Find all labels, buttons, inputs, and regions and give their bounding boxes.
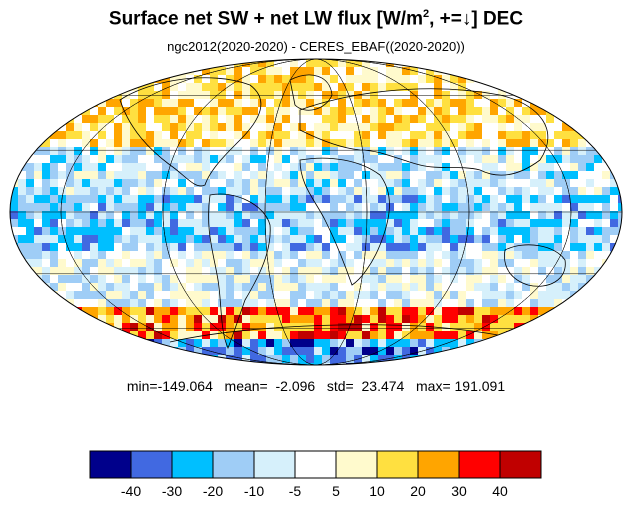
colorbar-label: -5 bbox=[289, 483, 302, 499]
colorbar-label: -20 bbox=[203, 483, 223, 499]
title-tail: , +=↓] DEC bbox=[429, 8, 524, 30]
colorbar-label: -10 bbox=[244, 483, 264, 499]
meridian-line bbox=[60, 59, 572, 365]
meridian-line bbox=[162, 59, 470, 365]
meridian-line bbox=[264, 59, 368, 365]
graticule bbox=[10, 59, 622, 365]
colorbar-swatch bbox=[458, 450, 501, 479]
map-outline bbox=[9, 58, 623, 366]
colorbar-label: 40 bbox=[492, 483, 508, 499]
colorbar-label: 5 bbox=[332, 483, 340, 499]
mollweide-map bbox=[9, 58, 623, 366]
statistics-line: min=-149.064 mean= -2.096 std= 23.474 ma… bbox=[126, 378, 506, 394]
colorbar-swatch bbox=[417, 450, 460, 479]
map-title: Surface net SW + net LW flux [W/m2, +=↓]… bbox=[0, 8, 632, 30]
map-subtitle: ngc2012(2020-2020) - CERES_EBAF((2020-20… bbox=[167, 39, 465, 54]
colorbar-label: 10 bbox=[369, 483, 385, 499]
coastline-greenland bbox=[289, 74, 333, 111]
colorbar-swatch bbox=[130, 450, 173, 479]
colorbar-swatch bbox=[212, 450, 255, 479]
colorbar-swatch bbox=[499, 450, 542, 479]
title-superscript: 2 bbox=[422, 8, 430, 20]
colorbar-label: 20 bbox=[410, 483, 426, 499]
colorbar-label: 30 bbox=[451, 483, 467, 499]
colorbar-label: -40 bbox=[121, 483, 141, 499]
colorbar-swatch bbox=[253, 450, 296, 479]
coastline-south-america bbox=[208, 193, 271, 350]
colorbar-swatch bbox=[376, 450, 419, 479]
title-text: Surface net SW + net LW flux [W/m bbox=[108, 8, 423, 30]
colorbar-swatch bbox=[294, 450, 337, 479]
coastline-australia bbox=[504, 244, 566, 287]
colorbar-swatch bbox=[335, 450, 378, 479]
colorbar-swatch bbox=[89, 450, 132, 479]
coastline-north-america bbox=[119, 77, 262, 187]
coastline-africa bbox=[299, 157, 390, 286]
colorbar-label: -30 bbox=[162, 483, 182, 499]
colorbar-swatch bbox=[171, 450, 214, 479]
